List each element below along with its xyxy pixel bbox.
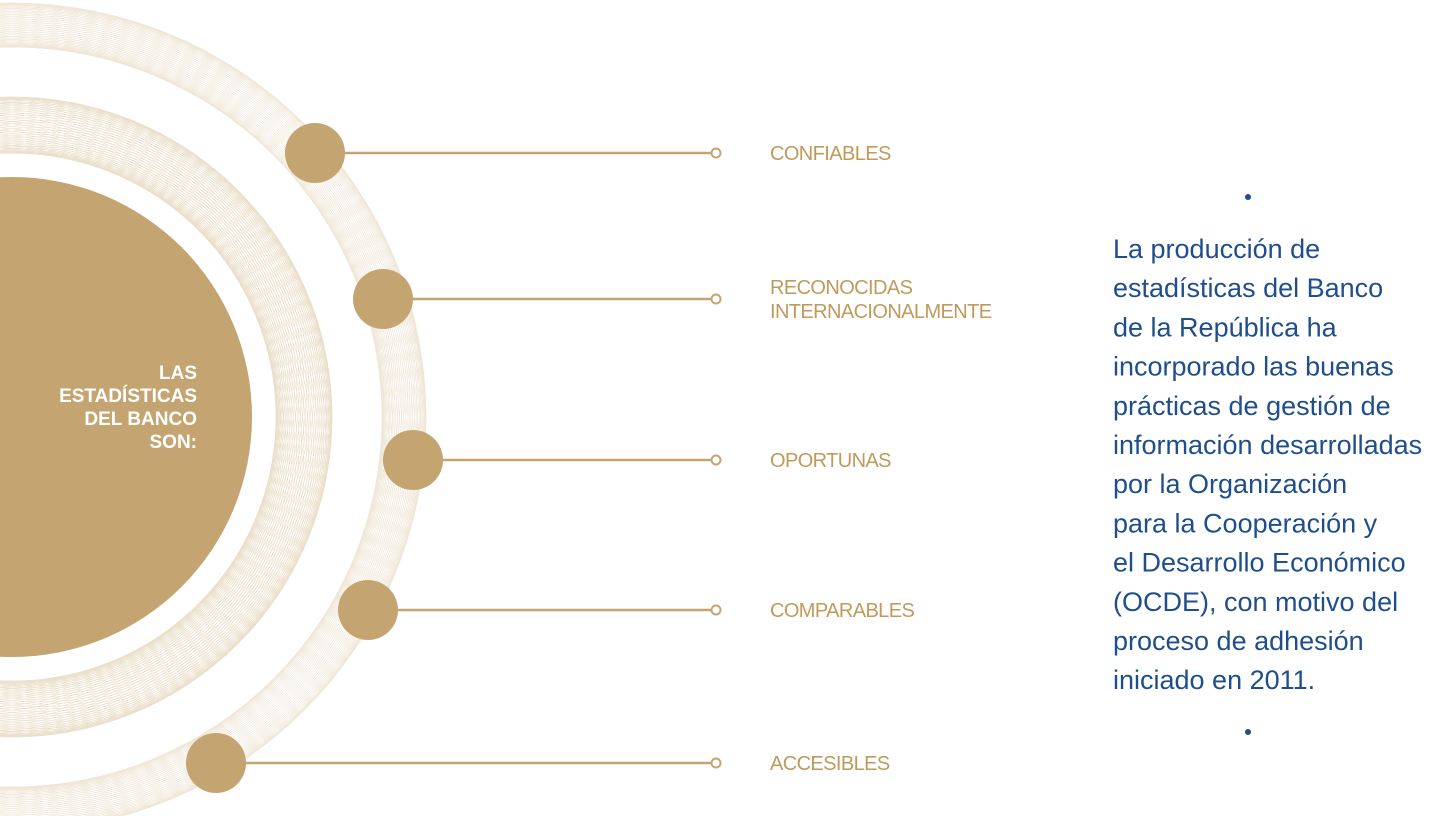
- description-line: (OCDE), con motivo del: [1113, 587, 1398, 617]
- description-line: información desarrolladas: [1113, 430, 1422, 460]
- description-line: iniciado en 2011.: [1113, 665, 1315, 695]
- connector-end: [712, 149, 721, 158]
- description-line: estadísticas del Banco: [1113, 273, 1383, 303]
- connector-end: [712, 606, 721, 615]
- center-label-line: DEL BANCO: [84, 409, 197, 430]
- description-line: de la República ha: [1113, 312, 1338, 342]
- description-line: para la Cooperación y: [1113, 508, 1378, 538]
- item-label: OPORTUNAS: [770, 450, 891, 472]
- center-label-line: LAS: [159, 363, 197, 384]
- item-dot: [285, 123, 345, 183]
- connector-end: [712, 759, 721, 768]
- infographic: CONFIABLES RECONOCIDASINTERNACIONALMENTE O…: [0, 0, 1456, 816]
- description-line: prácticas de gestión de: [1113, 391, 1391, 421]
- page: CONFIABLES RECONOCIDASINTERNACIONALMENTE O…: [0, 0, 1456, 816]
- center-label-line: ESTADÍSTICAS: [59, 385, 197, 407]
- description-line: incorporado las buenas: [1113, 352, 1394, 382]
- item-label: INTERNACIONALMENTE: [770, 301, 992, 323]
- item-dot: [186, 733, 246, 793]
- center-label-line: SON:: [150, 432, 198, 453]
- item-label: ACCESIBLES: [770, 753, 890, 775]
- connector-end: [712, 295, 721, 304]
- description: La producción de estadísticas del Banco de…: [1113, 234, 1422, 695]
- item-dot: [383, 430, 443, 490]
- item-label: COMPARABLES: [770, 600, 914, 622]
- connector-end: [712, 456, 721, 465]
- description-line: La producción de: [1113, 234, 1320, 264]
- description-line: el Desarrollo Económico: [1113, 548, 1406, 578]
- bullet: [1245, 194, 1251, 200]
- description-line: por la Organización: [1113, 469, 1347, 499]
- bullet: [1245, 729, 1251, 735]
- item-dot: [353, 269, 413, 329]
- item-label: CONFIABLES: [770, 143, 891, 165]
- description-line: proceso de adhesión: [1113, 626, 1364, 656]
- item-dot: [338, 580, 398, 640]
- item-label: RECONOCIDAS: [770, 277, 913, 299]
